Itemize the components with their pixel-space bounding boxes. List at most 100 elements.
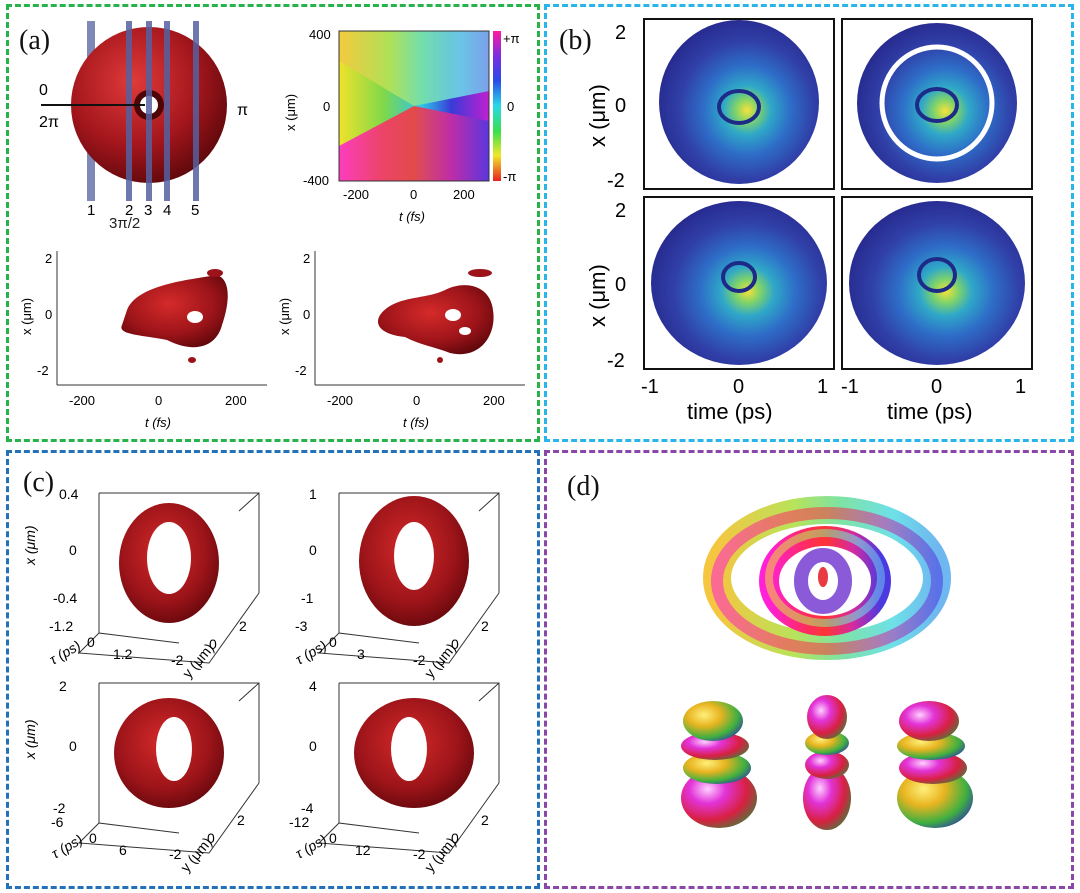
- isosurface-3d-plot-2: 1 0 -1 -3 0 3 τ (ps) -2 0 2 y (μm): [293, 486, 500, 681]
- b-right-x-label: time (ps): [887, 399, 973, 424]
- c3-tau-tick-2: 0: [89, 830, 97, 846]
- c4-y-tick-3: 2: [481, 812, 489, 828]
- phase-colorbar: [493, 31, 501, 181]
- phase-label-2pi: 2π: [39, 114, 59, 131]
- c1-x-tick-top: 0.4: [59, 486, 79, 502]
- phase-map-plot: +π 0 -π 400 0 -400 -200 0 200 t (fs) x (…: [283, 27, 520, 224]
- isosurface-3d-plot-4: 4 0 -4 -12 0 12 τ (ps) -2 0 2 y (μm): [289, 678, 500, 875]
- iso-left-x-tick-200: 200: [225, 393, 247, 408]
- slice-number-2: 2: [125, 202, 133, 219]
- y-tick-0: 0: [323, 99, 330, 114]
- c3-x-label: x (μm): [22, 719, 38, 760]
- isosurface-3d-plot-1: 0.4 0 -0.4 x (μm) -1.2 0 1.2 τ (ps) -2 0…: [22, 486, 260, 681]
- c2-y-tick-2: 0: [451, 636, 459, 652]
- slice-plane-2: [126, 21, 132, 201]
- panel-a: (a) 0 2π π 1 2 3 4 5 3π/2 +π 0 -π 400 0 …: [6, 4, 540, 442]
- b-left-x-tick-1: 1: [817, 376, 828, 398]
- iso-right-x-tick-neg200: -200: [327, 393, 353, 408]
- c3-tau-label: τ (ps): [49, 831, 86, 861]
- intensity-grid: 2 0 -2 x (μm) 2 0 -2 x (μm) -1 0 1 time …: [585, 18, 1033, 424]
- c4-y-tick-1: -2: [413, 846, 426, 862]
- c2-tau-label: τ (ps): [293, 637, 330, 667]
- panel-c: (c) 0.4 0 -0.4 x (μm) -1.2 0 1.2 τ (ps) …: [6, 450, 540, 889]
- b-top-y-tick-0: 0: [615, 95, 626, 117]
- c2-x-tick-mid: 0: [309, 542, 317, 558]
- iso-right-x-tick-200: 200: [483, 393, 505, 408]
- c1-tau-tick-1: -1.2: [49, 618, 73, 634]
- iso-left-y-label: x (μm): [19, 298, 34, 335]
- c4-tau-tick-1: -12: [289, 814, 309, 830]
- b-top-y-tick-neg2: -2: [607, 170, 625, 192]
- stacked-lobes-right: [897, 701, 973, 828]
- isosurface-plot-left: 2 0 -2 -200 0 200 t (fs) x (μm): [19, 251, 267, 430]
- c2-x-tick-bottom: -1: [301, 590, 314, 606]
- phase-label-3pi-2: 3π/2: [109, 215, 141, 232]
- iso-left-y-tick-neg2: -2: [37, 363, 49, 378]
- iso-right-x-tick-0: 0: [413, 393, 420, 408]
- stacked-lobes-middle: [803, 695, 851, 830]
- isosurface-plot-right: 2 0 -2 -200 0 200 t (fs) x (μm): [277, 251, 525, 430]
- slice-number-1: 1: [87, 202, 95, 219]
- c2-y-tick-1: -2: [413, 652, 426, 668]
- c2-y-tick-3: 2: [481, 618, 489, 634]
- phase-label-pi: π: [237, 102, 248, 119]
- c3-y-tick-3: 2: [237, 812, 245, 828]
- x-tick-0: 0: [410, 187, 417, 202]
- nested-tori-shape: [703, 496, 951, 660]
- panel-a-label: (a): [19, 25, 51, 56]
- c3-y-tick-2: 0: [207, 830, 215, 846]
- slice-plane-5: [193, 21, 199, 201]
- colorbar-tick-bottom: -π: [503, 169, 516, 184]
- c4-x-tick-bottom: -4: [301, 800, 314, 816]
- iso-right-x-label: t (fs): [403, 415, 429, 430]
- phase-label-0: 0: [39, 82, 48, 99]
- c4-x-tick-top: 4: [309, 678, 317, 694]
- c1-y-tick-2: 0: [209, 636, 217, 652]
- c3-tau-tick-3: 6: [119, 842, 127, 858]
- c4-tau-label: τ (ps): [293, 831, 330, 861]
- isosurface-blob: [377, 285, 494, 355]
- c1-x-tick-bottom: -0.4: [53, 590, 77, 606]
- isosurface-blob: [121, 275, 228, 348]
- phase-map-x-label: t (fs): [399, 209, 425, 224]
- panel-b-label: (b): [559, 25, 592, 56]
- iso-left-x-label: t (fs): [145, 415, 171, 430]
- c3-y-tick-1: -2: [169, 846, 182, 862]
- slice-number-5: 5: [191, 202, 199, 219]
- b-bottom-y-tick-neg2: -2: [607, 350, 625, 372]
- b-top-y-label: x (μm): [585, 84, 610, 147]
- isosurface-3d-grid: 0.4 0 -0.4 x (μm) -1.2 0 1.2 τ (ps) -2 0…: [22, 486, 500, 875]
- c4-tau-tick-2: 0: [329, 830, 337, 846]
- iso-left-y-tick-2: 2: [45, 251, 52, 266]
- c3-x-tick-bottom: -2: [53, 800, 66, 816]
- panel-b: (b) 2 0 -2 x (μm): [544, 4, 1074, 442]
- iso-right-y-tick-2: 2: [303, 251, 310, 266]
- c1-tau-tick-3: 1.2: [113, 646, 133, 662]
- phase-map-y-label: x (μm): [283, 94, 298, 131]
- c4-x-tick-mid: 0: [309, 738, 317, 754]
- b-left-x-tick-neg1: -1: [641, 376, 659, 398]
- intensity-map-1: [643, 18, 835, 190]
- c2-tau-tick-1: -3: [295, 618, 308, 634]
- c4-tau-tick-3: 12: [355, 842, 371, 858]
- iso-left-x-tick-0: 0: [155, 393, 162, 408]
- slice-number-4: 4: [163, 202, 171, 219]
- isosurface-3d-plot-3: 2 0 -2 x (μm) -6 0 6 τ (ps) -2 0 2 y (μm…: [22, 678, 260, 875]
- b-right-x-tick-1: 1: [1015, 376, 1026, 398]
- c3-y-label: y (μm): [177, 834, 215, 875]
- c1-x-label: x (μm): [22, 525, 38, 566]
- b-bottom-y-tick-0: 0: [615, 274, 626, 296]
- c4-y-tick-2: 0: [451, 830, 459, 846]
- b-left-x-tick-0: 0: [733, 376, 744, 398]
- slice-plane-4: [164, 21, 170, 201]
- c3-tau-tick-1: -6: [51, 814, 64, 830]
- stacked-lobes-left: [681, 701, 757, 828]
- b-bottom-y-label: x (μm): [585, 264, 610, 327]
- c2-tau-tick-2: 0: [329, 634, 337, 650]
- c2-tau-tick-3: 3: [357, 646, 365, 662]
- iso-right-y-tick-neg2: -2: [295, 363, 307, 378]
- c1-tau-tick-2: 0: [87, 634, 95, 650]
- c2-y-label: y (μm): [421, 640, 459, 681]
- iso-left-x-tick-neg200: -200: [69, 393, 95, 408]
- iso-right-y-label: x (μm): [277, 298, 292, 335]
